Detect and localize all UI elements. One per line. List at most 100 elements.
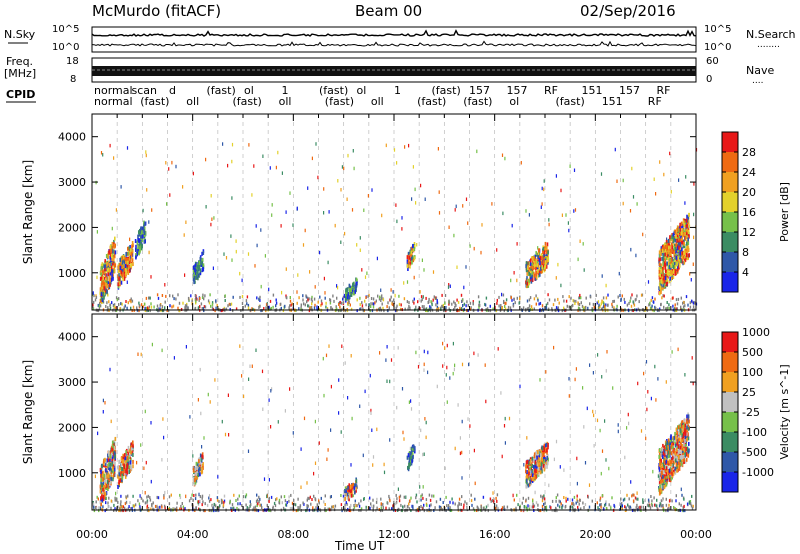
ground-scatter-cell xyxy=(342,494,345,498)
echo-cell xyxy=(448,283,450,287)
ground-scatter-cell xyxy=(359,303,361,307)
ground-scatter-cell xyxy=(412,504,414,508)
cpid-text: (fast) xyxy=(556,95,585,108)
echo-cell xyxy=(366,271,368,275)
ground-scatter-cell xyxy=(417,307,419,311)
ground-scatter-cell xyxy=(485,296,488,300)
echo-cell xyxy=(666,271,668,276)
echo-cell xyxy=(527,264,530,269)
echo-cell xyxy=(117,269,120,274)
ground-scatter-cell xyxy=(184,304,187,308)
echo-cell xyxy=(537,471,540,476)
echo-cell xyxy=(126,470,129,475)
echo-cell xyxy=(403,281,405,285)
ground-scatter-cell xyxy=(199,495,202,499)
ground-scatter-cell xyxy=(409,499,411,503)
echo-cell xyxy=(105,254,108,258)
echo-cell xyxy=(529,459,532,463)
echo-cell xyxy=(544,247,546,252)
echo-cell xyxy=(267,451,269,455)
echo-cell xyxy=(355,483,357,488)
ground-scatter-cell xyxy=(105,305,107,308)
ground-scatter-cell xyxy=(464,500,466,504)
ground-scatter-cell xyxy=(439,497,442,501)
echo-cell xyxy=(678,245,680,250)
echo-cell xyxy=(197,269,199,274)
echo-cell xyxy=(664,265,667,270)
echo-cell xyxy=(231,258,233,262)
ground-scatter-cell xyxy=(447,506,449,510)
ground-scatter-cell xyxy=(478,305,480,309)
ground-scatter-cell xyxy=(268,496,270,500)
ground-scatter-cell xyxy=(168,502,171,506)
echo-cell xyxy=(102,480,105,484)
echo-cell xyxy=(113,156,115,160)
ground-scatter-cell xyxy=(195,493,197,497)
ground-scatter-cell xyxy=(251,307,253,311)
ground-scatter-cell xyxy=(572,303,574,307)
ground-scatter-cell xyxy=(197,306,200,310)
echo-cell xyxy=(540,454,543,459)
echo-cell xyxy=(684,220,687,225)
echo-cell xyxy=(120,456,123,461)
echo-cell xyxy=(150,275,152,279)
echo-cell xyxy=(541,457,543,462)
ground-scatter-cell xyxy=(358,502,360,506)
ground-scatter-cell xyxy=(578,296,580,300)
echo-cell xyxy=(210,222,212,227)
echo-cell xyxy=(541,446,544,451)
echo-cell xyxy=(140,227,142,232)
ground-scatter-cell xyxy=(458,497,461,501)
echo-cell xyxy=(545,442,548,447)
ground-scatter-cell xyxy=(617,295,619,299)
echo-cell xyxy=(120,185,122,189)
echo-cell xyxy=(684,201,686,205)
echo-cell xyxy=(530,256,533,261)
ground-scatter-cell xyxy=(244,304,246,308)
echo-cell xyxy=(141,244,143,249)
echo-cell xyxy=(411,459,413,464)
echo-cell xyxy=(127,265,130,270)
echo-cell xyxy=(663,275,666,280)
echo-cell xyxy=(128,255,131,260)
echo-cell xyxy=(601,449,604,453)
echo-cell xyxy=(130,262,132,267)
echo-cell xyxy=(100,473,102,478)
ground-scatter-cell xyxy=(291,501,294,505)
ground-scatter-cell xyxy=(532,499,534,503)
ground-scatter-cell xyxy=(489,497,492,501)
echo-cell xyxy=(589,363,591,367)
echo-cell xyxy=(660,283,662,288)
ground-scatter-cell xyxy=(510,296,512,300)
ground-scatter-cell xyxy=(603,304,606,308)
ground-scatter-cell xyxy=(125,500,128,504)
ground-scatter-cell xyxy=(635,297,637,301)
echo-cell xyxy=(277,150,279,155)
ground-scatter-cell xyxy=(144,501,147,505)
ground-scatter-cell xyxy=(121,505,123,509)
echo-cell xyxy=(402,430,404,435)
echo-cell xyxy=(545,447,547,452)
ground-scatter-cell xyxy=(496,499,498,503)
ground-scatter-cell xyxy=(392,504,394,508)
echo-cell xyxy=(106,265,109,270)
ground-scatter-cell xyxy=(431,494,433,498)
echo-cell xyxy=(658,282,661,287)
echo-cell xyxy=(534,490,536,495)
echo-cell xyxy=(446,343,448,348)
nsearch-label: N.Search xyxy=(746,28,796,41)
echo-cell xyxy=(105,483,108,488)
echo-cell xyxy=(249,364,251,368)
ground-scatter-cell xyxy=(561,504,564,508)
ground-scatter-cell xyxy=(583,506,585,509)
ground-scatter-cell xyxy=(639,505,641,509)
echo-cell xyxy=(126,146,129,150)
ground-scatter-cell xyxy=(317,300,319,304)
echo-cell xyxy=(664,474,667,479)
ground-scatter-cell xyxy=(666,306,669,310)
echo-cell xyxy=(104,289,107,294)
echo-cell xyxy=(454,208,456,212)
echo-cell xyxy=(540,258,543,263)
ground-scatter-cell xyxy=(381,294,383,298)
echo-cell xyxy=(92,292,94,296)
